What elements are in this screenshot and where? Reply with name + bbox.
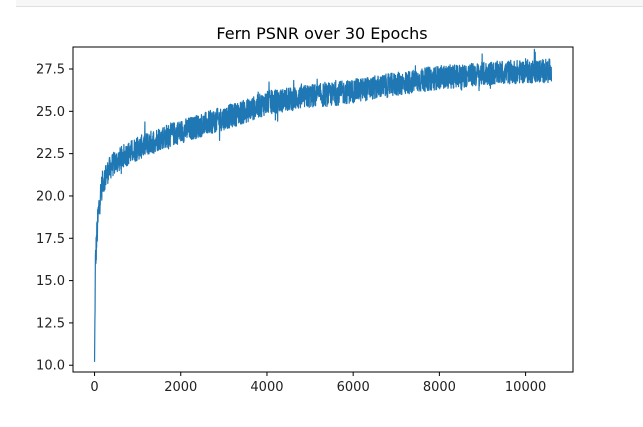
y-tick-label: 25.0	[36, 105, 65, 120]
x-tick-label: 2000	[164, 380, 197, 395]
y-tick-label: 20.0	[36, 189, 65, 204]
y-tick-label: 15.0	[36, 274, 65, 289]
y-tick-label: 10.0	[36, 359, 65, 374]
x-tick-label: 6000	[337, 380, 370, 395]
y-tick-label: 17.5	[36, 232, 65, 247]
x-tick-label: 8000	[423, 380, 456, 395]
y-tick-label: 27.5	[36, 63, 65, 78]
x-tick-label: 10000	[505, 380, 546, 395]
x-tick-label: 0	[90, 380, 98, 395]
y-tick-label: 22.5	[36, 147, 65, 162]
chart-title: Fern PSNR over 30 Epochs	[216, 24, 427, 43]
x-tick-label: 4000	[250, 380, 283, 395]
y-tick-label: 12.5	[36, 316, 65, 331]
notebook-cell-border	[16, 0, 643, 7]
psnr-series-line	[93, 48, 553, 362]
axes-frame	[72, 46, 574, 373]
